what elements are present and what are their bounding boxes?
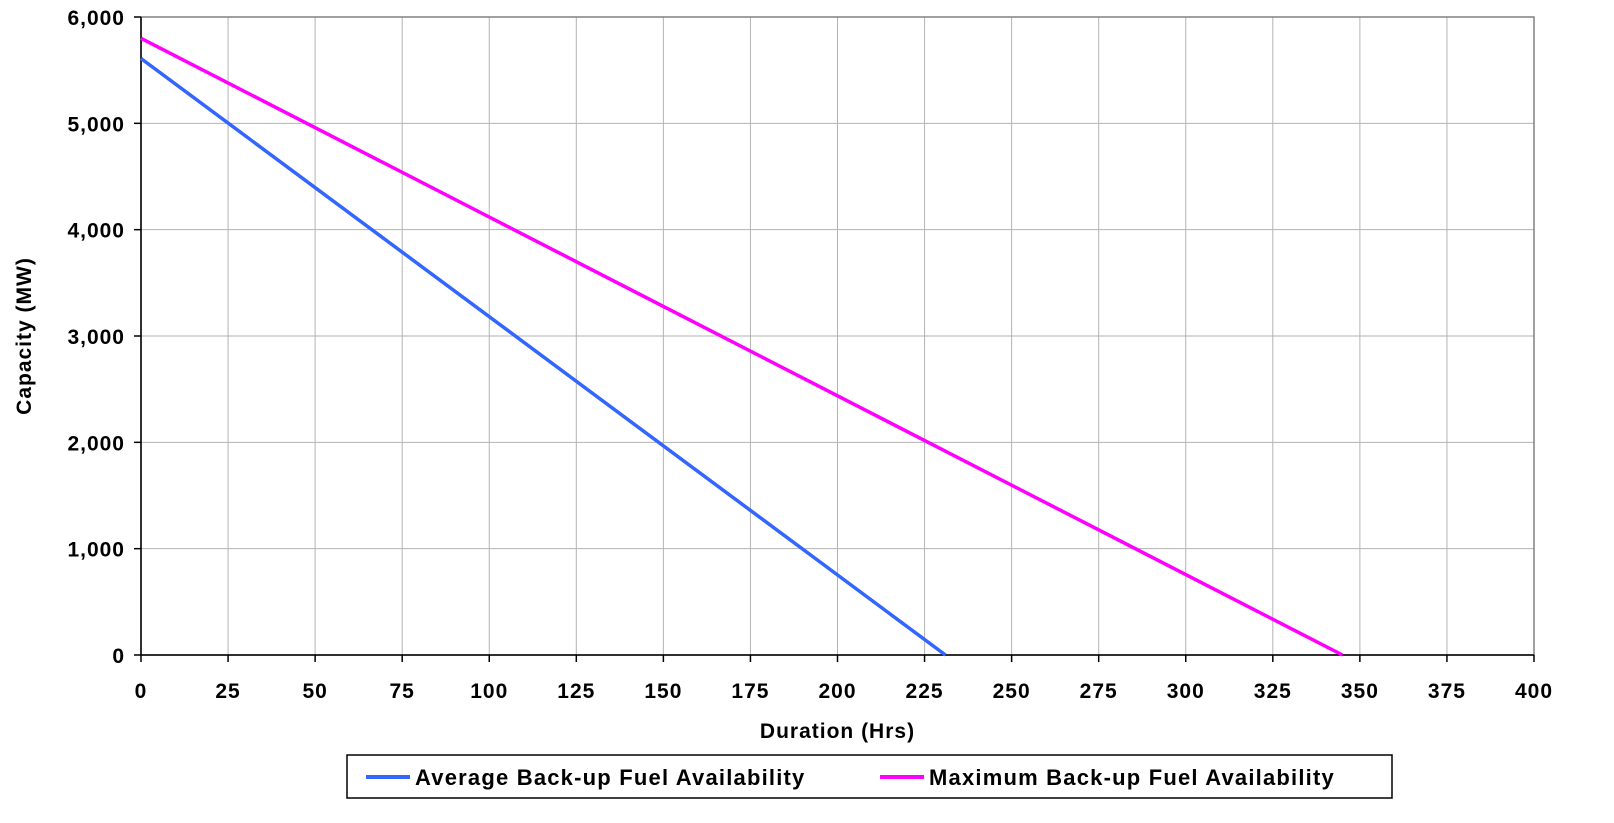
series-line-average [139, 57, 947, 657]
x-tick-label: 100 [470, 680, 508, 703]
y-tick-label: 4,000 [67, 220, 125, 243]
x-tick-label: 50 [302, 680, 327, 703]
x-tick-label: 250 [993, 680, 1031, 703]
x-tick-label: 375 [1428, 680, 1466, 703]
y-tick-label: 2,000 [67, 432, 125, 455]
y-axis-title: Capacity (MW) [13, 257, 36, 415]
grid-lines [141, 17, 1534, 655]
x-tick-label: 125 [557, 680, 595, 703]
x-tick-label: 325 [1254, 680, 1292, 703]
x-tick-label: 350 [1341, 680, 1379, 703]
y-tick-label: 3,000 [67, 326, 125, 349]
x-tick-label: 175 [731, 680, 769, 703]
y-tick-labels: 0 1,000 2,000 3,000 4,000 5,000 6,000 [67, 7, 141, 668]
legend-label-average: Average Back-up Fuel Availability [415, 765, 806, 790]
x-tick-label: 225 [906, 680, 944, 703]
x-tick-label: 25 [215, 680, 240, 703]
legend: Average Back-up Fuel Availability Maximu… [346, 754, 1393, 799]
y-tick-label: 5,000 [67, 113, 125, 136]
y-tick-label: 0 [112, 645, 125, 668]
legend-box [346, 754, 1393, 799]
x-tick-label: 0 [135, 680, 148, 703]
x-tick-label: 200 [818, 680, 856, 703]
x-tick-labels: 0 25 50 75 100 125 150 175 200 225 250 275 300 325 350… [135, 655, 1553, 703]
x-tick-label: 150 [644, 680, 682, 703]
x-tick-label: 400 [1515, 680, 1553, 703]
y-tick-label: 1,000 [67, 539, 125, 562]
y-tick-label: 6,000 [67, 7, 125, 30]
series-lines [139, 36, 1344, 657]
x-tick-label: 300 [1167, 680, 1205, 703]
series-line-maximum [140, 36, 1344, 657]
x-axis-title: Duration (Hrs) [760, 720, 915, 743]
x-tick-label: 75 [390, 680, 415, 703]
legend-label-maximum: Maximum Back-up Fuel Availability [929, 765, 1335, 790]
x-tick-label: 275 [1080, 680, 1118, 703]
